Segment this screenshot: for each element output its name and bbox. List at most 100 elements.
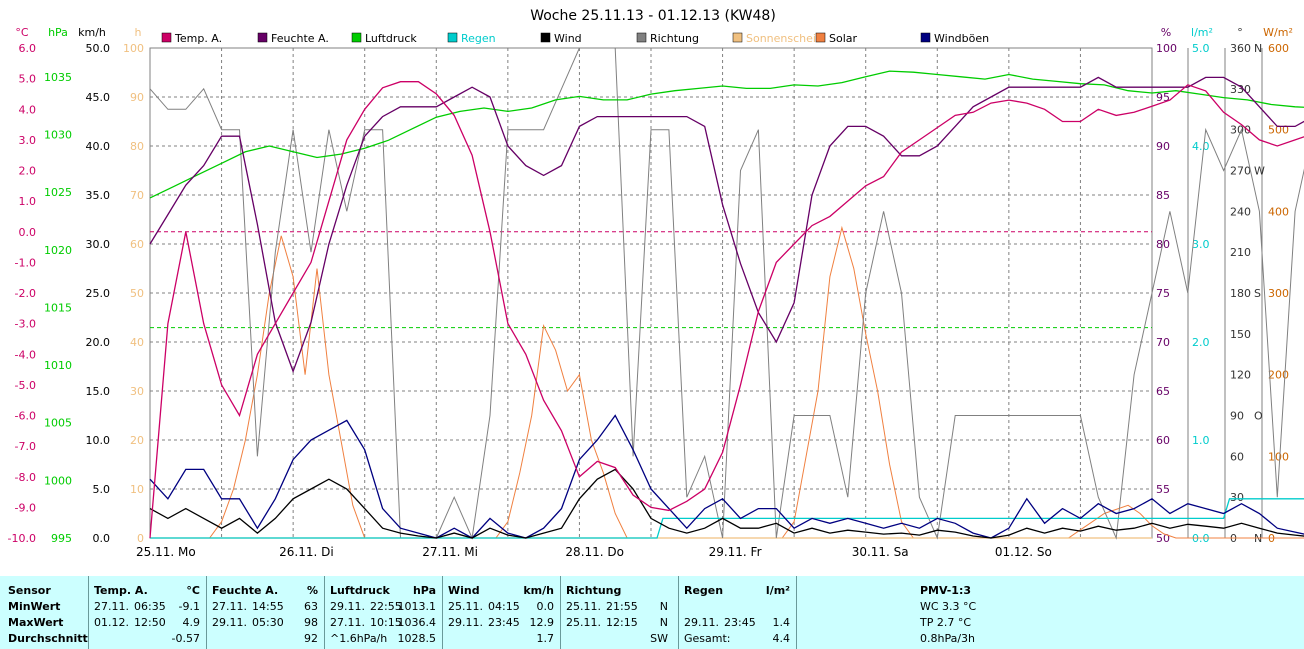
stats-hum-min-value: 63 <box>304 600 318 613</box>
tick-label-sun: 60 <box>130 238 144 251</box>
tick-label-hum: 90 <box>1156 140 1170 153</box>
stats-wind-min-date: 25.11. <box>448 600 483 613</box>
stats-wind-min-time: 04:15 <box>488 600 520 613</box>
tick-label-temp: -3.0 <box>15 318 36 331</box>
axis-unit-wind: km/h <box>78 26 106 39</box>
stats-dir-avg: SW <box>650 632 668 645</box>
tick-label-wind: 5.0 <box>93 483 111 496</box>
tick-label-hum: 65 <box>1156 385 1170 398</box>
tick-label-press: 995 <box>51 532 72 545</box>
stats-pmv-trend: 0.8hPa/3h <box>920 632 976 645</box>
stats-col-dir: Richtung 25.11. 21:55 N 25.11. 12:15 N S… <box>560 576 679 649</box>
series-line-wind <box>149 468 1304 539</box>
stats-temp-min-value: -9.1 <box>178 600 200 613</box>
tick-label-solar: 100 <box>1268 450 1289 463</box>
stats-hum-min-date: 27.11. <box>212 600 247 613</box>
tick-label-dir: 360 <box>1230 42 1251 55</box>
stats-rain-max-time: 23:45 <box>724 616 756 629</box>
stats-temp-min-time: 06:35 <box>134 600 166 613</box>
day-label: 28.11. Do <box>565 545 624 559</box>
tick-label-solar: 300 <box>1268 287 1289 300</box>
stats-col-sensor: Sensor MinWert MaxWert Durchschnitt <box>0 576 89 649</box>
tick-label-wind: 0.0 <box>93 532 111 545</box>
legend-label: Luftdruck <box>365 32 417 45</box>
legend-swatch <box>540 32 551 43</box>
tick-label-temp: 2.0 <box>19 165 37 178</box>
stats-press-min-date: 29.11. <box>330 600 365 613</box>
day-label: 30.11. Sa <box>852 545 909 559</box>
legend-label: Solar <box>829 32 858 45</box>
stats-dir-max-date: 25.11. <box>566 616 601 629</box>
tick-label-dir: 30 <box>1230 491 1244 504</box>
tick-label-press: 1020 <box>44 244 72 257</box>
tick-label-temp: -9.0 <box>15 501 36 514</box>
chart-title: Woche 25.11.13 - 01.12.13 (KW48) <box>530 8 776 24</box>
tick-label-dir: 210 <box>1230 246 1251 259</box>
tick-label-sun: 10 <box>130 483 144 496</box>
statistics-panel: Sensor MinWert MaxWert Durchschnitt Temp… <box>0 576 1304 649</box>
tick-label-dir: 270 <box>1230 165 1251 178</box>
stats-pmv-title: PMV-1:3 <box>920 584 971 597</box>
stats-hum-max-date: 29.11. <box>212 616 247 629</box>
stats-wind-avg: 1.7 <box>536 632 555 645</box>
stats-hum-min-time: 14:55 <box>252 600 284 613</box>
stats-wind-title: Wind <box>448 584 480 597</box>
stats-dir-min-value: N <box>659 600 668 613</box>
tick-label-rain: 2.0 <box>1192 336 1210 349</box>
tick-label-compass: S <box>1254 287 1261 300</box>
stats-rain-unit: l/m² <box>765 584 790 597</box>
stats-hum-title: Feuchte A. <box>212 584 279 597</box>
legend-label: Wind <box>554 32 582 45</box>
stats-press-min-value: 1013.1 <box>397 600 437 613</box>
axis-unit-solar: W/m² <box>1263 26 1293 39</box>
tick-label-rain: 4.0 <box>1192 140 1210 153</box>
series-line-richtung <box>149 47 1304 540</box>
stats-rain-max-date: 29.11. <box>684 616 719 629</box>
tick-label-temp: 1.0 <box>19 195 37 208</box>
tick-label-wind: 15.0 <box>86 385 111 398</box>
stats-dir-max-time: 12:15 <box>606 616 638 629</box>
tick-label-hum: 60 <box>1156 434 1170 447</box>
stats-press-trend: ^1.6hPa/h <box>330 632 388 645</box>
day-label: 26.11. Di <box>279 545 334 559</box>
tick-label-hum: 100 <box>1156 42 1177 55</box>
axis-unit-hum: % <box>1161 26 1171 39</box>
tick-label-temp: -8.0 <box>15 471 36 484</box>
stats-wind-max-value: 12.9 <box>529 616 555 629</box>
axis-unit-dir: ° <box>1237 26 1243 39</box>
stats-temp-max-value: 4.9 <box>182 616 201 629</box>
tick-label-sun: 50 <box>130 287 144 300</box>
stats-label-max: MaxWert <box>8 616 64 629</box>
tick-label-temp: -7.0 <box>15 440 36 453</box>
axis-unit-press: hPa <box>48 26 68 39</box>
tick-label-press: 1035 <box>44 71 72 84</box>
stats-hum-avg: 92 <box>304 632 318 645</box>
series-line-windb-en <box>149 414 1304 539</box>
stats-temp-max-date: 01.12. <box>94 616 129 629</box>
tick-label-sun: 40 <box>130 336 144 349</box>
tick-label-press: 1000 <box>44 474 72 487</box>
legend-label: Richtung <box>650 32 699 45</box>
tick-label-press: 1005 <box>44 417 72 430</box>
tick-label-temp: -5.0 <box>15 379 36 392</box>
stats-dir-min-time: 21:55 <box>606 600 638 613</box>
stats-header-sensor: Sensor <box>8 584 51 597</box>
tick-label-dir: 90 <box>1230 410 1244 423</box>
legend-swatch <box>920 32 931 43</box>
day-label: 01.12. So <box>995 545 1052 559</box>
tick-label-sun: 90 <box>130 91 144 104</box>
chart-series <box>149 47 1304 540</box>
tick-label-sun: 30 <box>130 385 144 398</box>
legend-swatch <box>447 32 458 43</box>
stats-press-max-date: 27.11. <box>330 616 365 629</box>
stats-dir-title: Richtung <box>566 584 622 597</box>
tick-label-temp: 6.0 <box>19 42 37 55</box>
tick-label-wind: 20.0 <box>86 336 111 349</box>
stats-rain-total: 4.4 <box>772 632 791 645</box>
tick-label-wind: 35.0 <box>86 189 111 202</box>
stats-col-wind: Wind km/h 25.11. 04:15 0.0 29.11. 23:45 … <box>442 576 561 649</box>
stats-wind-max-time: 23:45 <box>488 616 520 629</box>
stats-hum-unit: % <box>306 584 318 597</box>
stats-col-hum: Feuchte A. % 27.11. 14:55 63 29.11. 05:3… <box>206 576 325 649</box>
tick-label-wind: 50.0 <box>86 42 111 55</box>
